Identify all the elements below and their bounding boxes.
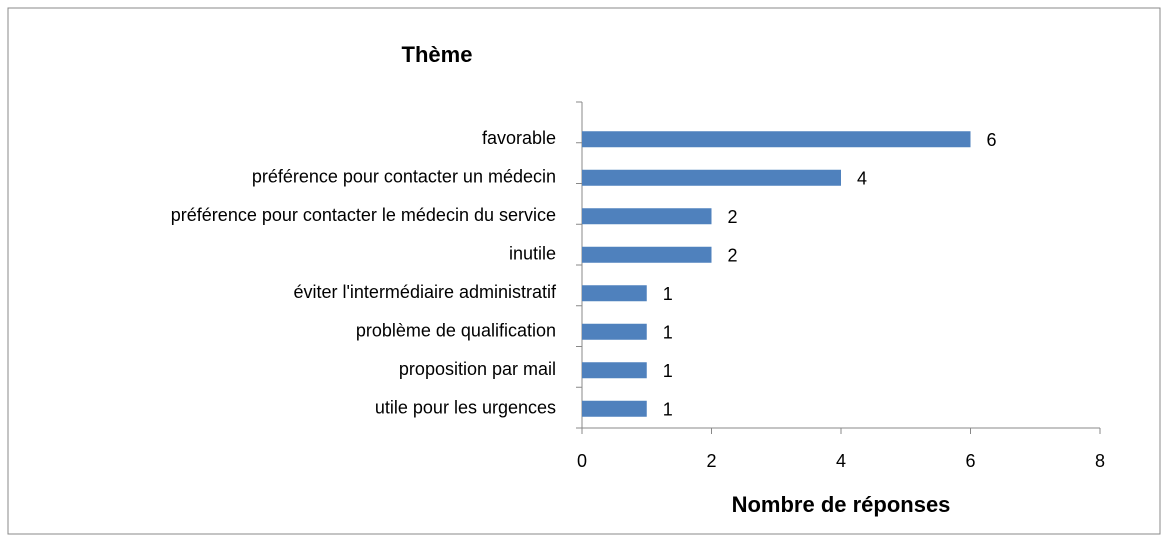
x-tick-label: 4	[836, 451, 846, 471]
y-tick-label: proposition par mail	[399, 359, 556, 379]
y-tick-label: éviter l'intermédiaire administratif	[293, 282, 557, 302]
x-tick-label: 8	[1095, 451, 1105, 471]
bar	[582, 400, 647, 417]
bar	[582, 285, 647, 302]
chart-title: Thème	[402, 42, 473, 67]
x-tick-label: 2	[706, 451, 716, 471]
y-tick-label: inutile	[509, 244, 556, 264]
x-axis-label: Nombre de réponses	[732, 492, 951, 517]
data-label: 2	[728, 207, 738, 227]
bar	[582, 323, 647, 340]
bar	[582, 208, 712, 225]
bar	[582, 169, 841, 186]
data-label: 4	[857, 169, 867, 189]
y-tick-label: préférence pour contacter un médecin	[252, 167, 556, 187]
data-label: 1	[663, 323, 673, 343]
bar	[582, 362, 647, 379]
data-label: 1	[663, 361, 673, 381]
data-label: 2	[728, 246, 738, 266]
bar	[582, 246, 712, 263]
data-label: 1	[663, 400, 673, 420]
y-tick-label: préférence pour contacter le médecin du …	[171, 205, 556, 225]
data-label: 6	[987, 130, 997, 150]
data-label: 1	[663, 284, 673, 304]
y-tick-label: favorable	[482, 128, 556, 148]
x-tick-label: 0	[577, 451, 587, 471]
chart-frame	[7, 7, 1161, 535]
bar	[582, 131, 971, 148]
x-tick-label: 6	[965, 451, 975, 471]
y-tick-label: problème de qualification	[356, 321, 556, 341]
y-tick-label: utile pour les urgences	[375, 398, 556, 418]
